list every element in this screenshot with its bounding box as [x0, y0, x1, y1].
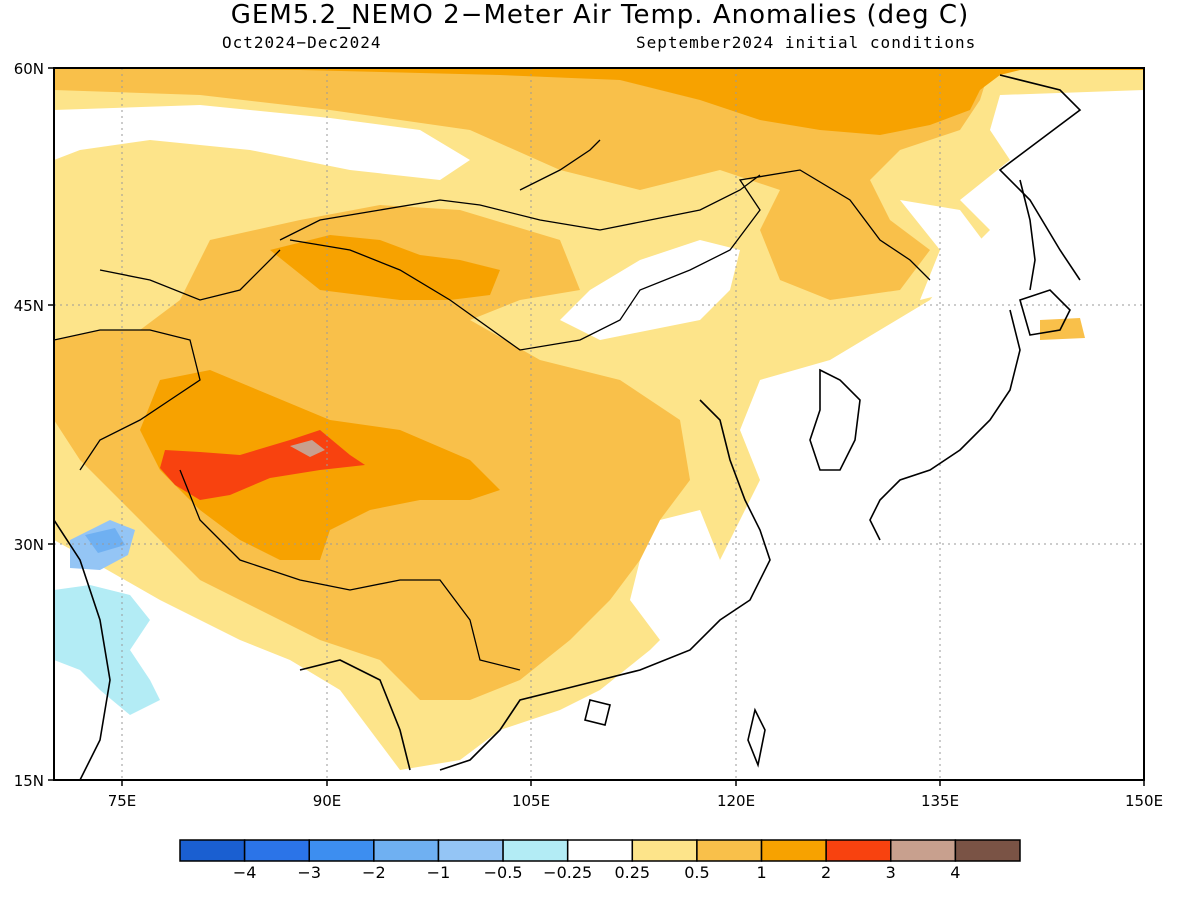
map-gridlines — [54, 68, 1144, 780]
anomaly-region-hot — [270, 235, 500, 300]
lon-label: 135E — [921, 792, 959, 810]
anomaly-region-warm — [1040, 318, 1085, 340]
lat-label: 15N — [14, 772, 44, 790]
border-central-asia — [54, 329, 201, 471]
legend-swatch — [437, 839, 504, 862]
lon-label: 90E — [313, 792, 342, 810]
border-kazakhstan — [99, 249, 281, 301]
legend-swatch — [696, 839, 763, 862]
coastline-hokkaido — [1019, 289, 1071, 336]
legend-tick-label: −0.25 — [543, 863, 592, 882]
legend-tick-label: −4 — [233, 863, 257, 882]
anomaly-region-extreme — [290, 440, 325, 457]
lon-label: 75E — [108, 792, 137, 810]
border-china-mongolia — [289, 169, 931, 351]
forecast-period: Oct2024−Dec2024 — [222, 33, 382, 52]
map-frame — [53, 67, 1145, 781]
legend-swatch — [954, 839, 1021, 862]
legend-swatch — [825, 839, 892, 862]
legend-tick-label: 0.5 — [684, 863, 709, 882]
anomaly-region-cool — [54, 585, 160, 715]
legend-swatch — [631, 839, 698, 862]
anomaly-region-hot — [54, 68, 1144, 135]
initial-conditions: September2024 initial conditions — [636, 33, 977, 52]
legend-swatch — [760, 839, 827, 862]
legend-tick-label: −2 — [362, 863, 386, 882]
coastline-sakhalin — [1019, 179, 1036, 291]
legend-swatch — [308, 839, 375, 862]
coastline-hainan — [584, 699, 611, 726]
anomaly-region-neutral — [900, 200, 990, 300]
border-russia-mongolia — [279, 174, 761, 241]
lon-label: 120E — [717, 792, 755, 810]
anomaly-region-cold — [85, 528, 125, 553]
coastlines — [54, 74, 1082, 780]
coastline-taiwan — [747, 707, 766, 768]
coastline-bay-of-bengal — [299, 659, 411, 771]
lon-label: 150E — [1125, 792, 1163, 810]
coastline-east-asia — [439, 399, 771, 771]
anomaly-region-warm — [54, 68, 990, 300]
color-legend: −4 −3 −2 −1 −0.5 −0.25 0.25 0.5 1 2 3 4 — [179, 839, 1021, 882]
border-lake-baikal — [519, 139, 601, 191]
legend-swatch — [890, 839, 957, 862]
lon-label: 105E — [512, 792, 550, 810]
legend-tick-label: 4 — [950, 863, 960, 882]
legend-swatch — [243, 839, 310, 862]
legend-swatch — [373, 839, 440, 862]
axis-ticks — [48, 67, 1145, 786]
legend-swatch — [179, 839, 246, 862]
legend-tick-label: −3 — [297, 863, 321, 882]
lat-label: 30N — [14, 536, 44, 554]
country-borders — [54, 139, 931, 671]
anomaly-region-neutral — [560, 240, 740, 340]
legend-swatch — [502, 839, 569, 862]
anomaly-region-neutral — [630, 510, 720, 640]
anomaly-region-neutral — [54, 105, 470, 180]
coastline-india — [54, 519, 111, 780]
coastline-japan — [869, 309, 1021, 541]
legend-tick-label: −0.5 — [484, 863, 523, 882]
legend-tick-label: 3 — [886, 863, 896, 882]
coastline-korea — [809, 368, 861, 471]
coastline-kamchatka — [998, 74, 1082, 281]
legend-tick-label: 1 — [756, 863, 766, 882]
lat-label: 60N — [14, 60, 44, 78]
lat-label: 45N — [14, 297, 44, 315]
border-china-himalaya — [179, 469, 521, 671]
legend-tick-label: 0.25 — [614, 863, 650, 882]
map-title: GEM5.2_NEMO 2−Meter Air Temp. Anomalies … — [230, 0, 970, 30]
legend-tick-label: 2 — [821, 863, 831, 882]
legend-tick-label: −1 — [427, 863, 451, 882]
legend-swatch — [566, 839, 634, 862]
